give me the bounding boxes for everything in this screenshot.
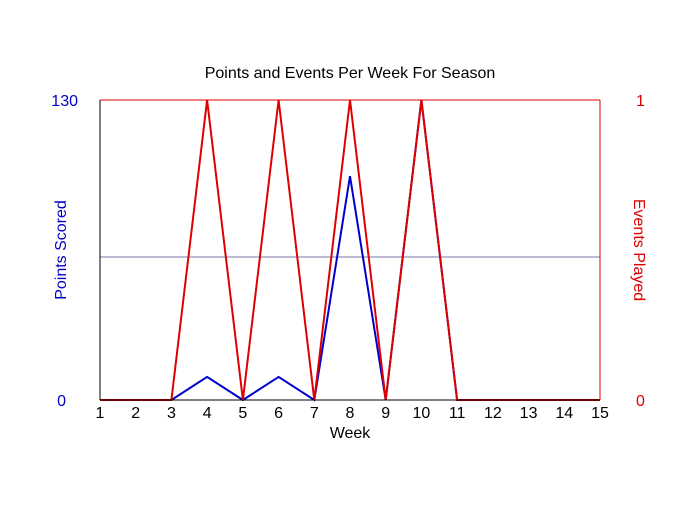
x-tick-label: 9	[381, 405, 390, 422]
x-tick-label: 10	[413, 405, 431, 422]
y-right-tick-label: 0	[636, 393, 645, 410]
x-tick-label: 12	[484, 405, 502, 422]
chart-title: Points and Events Per Week For Season	[205, 65, 496, 82]
series-line-events	[100, 99, 600, 401]
x-tick-label: 11	[449, 405, 466, 422]
x-tick-label: 3	[167, 405, 176, 422]
y-left-tick-label: 130	[51, 93, 78, 110]
x-tick-label: 13	[520, 405, 538, 422]
x-tick-label: 15	[591, 405, 609, 422]
y-right-axis-label: Events Played	[630, 199, 647, 301]
x-tick-label: 4	[203, 405, 212, 422]
x-tick-label: 7	[310, 405, 319, 422]
y-right-tick-label: 1	[636, 93, 645, 110]
x-tick-label: 2	[131, 405, 140, 422]
y-left-axis-label: Points Scored	[53, 200, 70, 300]
x-axis-label: Week	[330, 425, 372, 442]
x-tick-label: 5	[238, 405, 247, 422]
x-tick-label: 6	[274, 405, 283, 422]
x-tick-label: 1	[96, 405, 105, 422]
x-tick-label: 8	[346, 405, 355, 422]
series-line-points	[100, 99, 600, 402]
y-left-tick-label: 0	[57, 393, 66, 410]
x-tick-label: 14	[555, 405, 573, 422]
